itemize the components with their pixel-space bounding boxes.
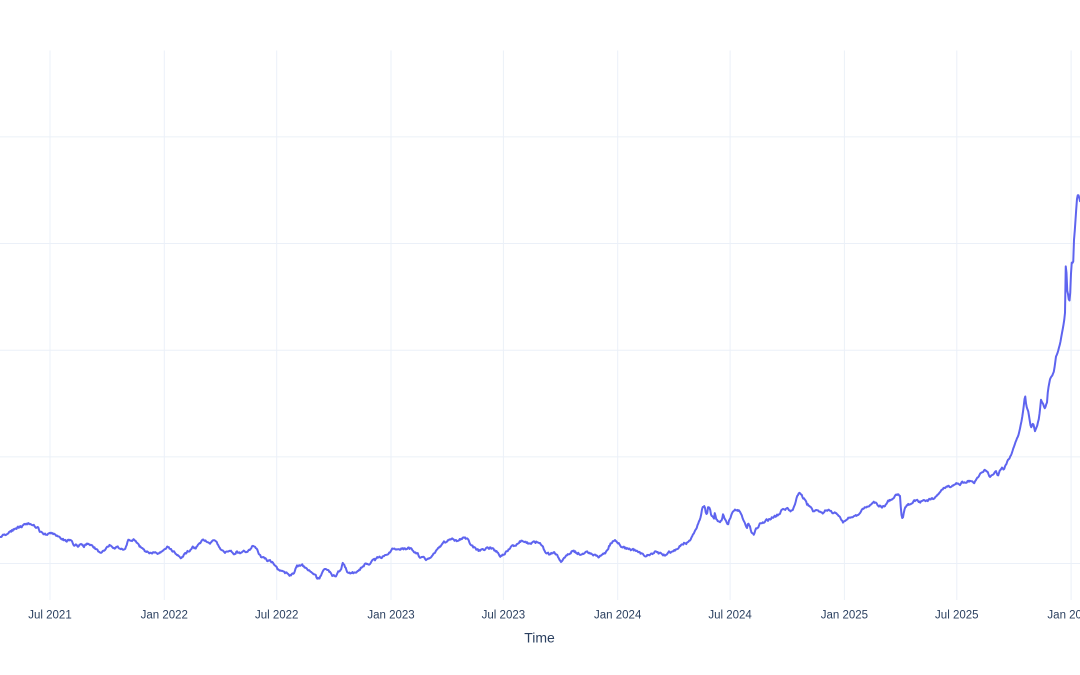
svg-text:Jul 2021: Jul 2021	[28, 610, 71, 622]
svg-text:Jul 2025: Jul 2025	[935, 610, 978, 622]
svg-text:Jul 2024: Jul 2024	[708, 610, 752, 622]
svg-text:Jan 2024: Jan 2024	[594, 610, 642, 622]
svg-text:Jul 2023: Jul 2023	[482, 610, 525, 622]
svg-text:Jan 2026: Jan 2026	[1047, 610, 1080, 622]
svg-text:Jan 2022: Jan 2022	[141, 610, 188, 622]
svg-text:Jan 2025: Jan 2025	[821, 610, 868, 622]
svg-text:Time: Time	[524, 630, 555, 646]
svg-text:Jan 2023: Jan 2023	[367, 610, 414, 622]
svg-text:Jul 2022: Jul 2022	[255, 610, 298, 622]
